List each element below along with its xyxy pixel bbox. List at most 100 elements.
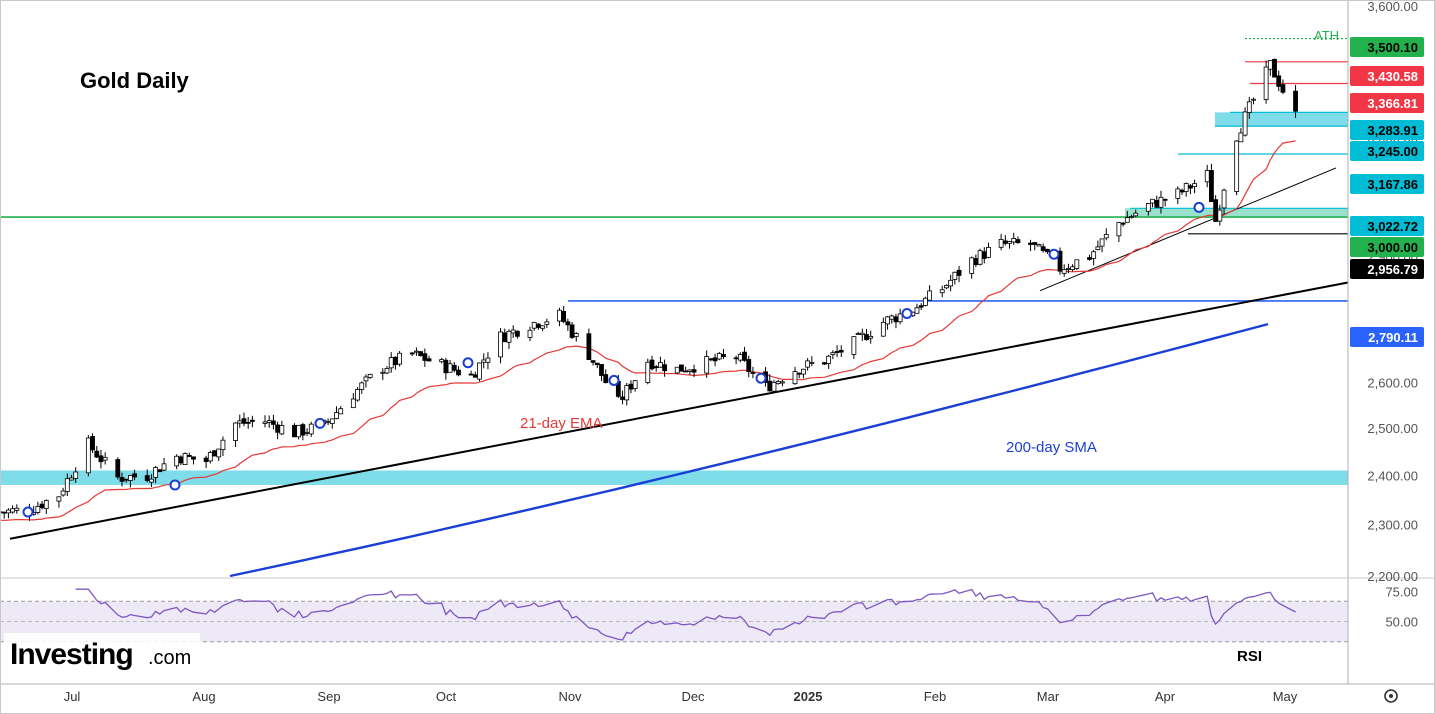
candle-body	[325, 420, 331, 423]
candle-body	[1116, 222, 1122, 237]
candle-body	[998, 239, 1004, 248]
gear-icon	[1384, 689, 1398, 703]
candle-body	[687, 369, 693, 372]
candle-body	[973, 258, 979, 265]
candle-body	[249, 419, 255, 422]
candle-body	[127, 475, 133, 481]
candle-body	[801, 368, 806, 375]
candle-body	[649, 359, 655, 370]
candle-body	[977, 250, 983, 265]
candle-body	[1061, 269, 1067, 274]
candle-body	[73, 471, 79, 479]
y-tick-label: 3,600.00	[1367, 0, 1418, 14]
candle-body	[864, 334, 869, 341]
candle-body	[632, 380, 638, 389]
candle-body	[153, 467, 159, 478]
candle-body	[712, 357, 718, 362]
candle-body	[1133, 212, 1139, 217]
watermark-suffix: .com	[148, 647, 191, 669]
candle-body	[1036, 244, 1042, 247]
candle-body	[775, 381, 781, 384]
candle-body	[737, 353, 743, 361]
candle-body	[426, 358, 432, 362]
y-tick-label: 2,600.00	[1367, 376, 1418, 391]
rsi-line	[75, 588, 1296, 641]
candle-body	[1150, 198, 1155, 204]
candle-body	[510, 329, 516, 334]
candle-body	[212, 450, 217, 457]
candle-body	[834, 351, 840, 353]
candle-body	[149, 478, 154, 483]
candle-body	[679, 364, 684, 372]
candle-body	[94, 450, 100, 458]
candle-body	[628, 383, 634, 390]
candle-body	[952, 271, 958, 280]
candle-body	[468, 373, 474, 376]
candle-body	[1179, 189, 1185, 193]
rsi-tick-label: 75.00	[1385, 584, 1418, 599]
x-tick-label: May	[1273, 689, 1298, 704]
candle-body	[851, 336, 857, 355]
candle-body	[380, 371, 386, 374]
signal-marker	[901, 308, 913, 320]
candle-body	[1057, 250, 1063, 272]
candle-body	[969, 257, 975, 274]
candle-body	[1120, 222, 1126, 225]
candle-body	[418, 351, 424, 357]
candle-body	[885, 316, 890, 325]
investing-watermark: Investing .com	[4, 633, 200, 671]
signal-marker	[608, 374, 620, 386]
candle-body	[266, 420, 272, 423]
candle-body	[1187, 185, 1193, 189]
candle-body	[918, 305, 924, 308]
candle-body	[1246, 101, 1252, 113]
candle-body	[35, 506, 41, 513]
candle-body	[1251, 98, 1256, 101]
candle-body	[771, 382, 777, 392]
candle-body	[594, 362, 600, 366]
candle-body	[956, 269, 962, 276]
candle-body	[792, 371, 798, 385]
candle-body	[90, 436, 95, 451]
candle-body	[1007, 241, 1012, 244]
candle-body	[830, 352, 836, 355]
candle-body	[586, 333, 592, 360]
short-trendline	[1039, 167, 1337, 292]
candle-body	[544, 321, 550, 325]
candle-body	[1095, 246, 1101, 250]
candle-body	[161, 463, 167, 471]
candle-body	[308, 423, 314, 435]
candle-body	[502, 332, 508, 343]
candle-body	[944, 285, 949, 289]
candle-body	[203, 457, 209, 462]
candle-body	[132, 473, 138, 478]
chart-title: Gold Daily	[80, 68, 190, 93]
candle-body	[392, 356, 398, 366]
candle-body	[481, 359, 487, 363]
price-level-label: 3,366.81	[1367, 96, 1418, 111]
candle-body	[69, 477, 74, 481]
candle-body	[645, 361, 651, 384]
price-level-box	[1350, 237, 1424, 257]
price-level-box	[1350, 37, 1424, 57]
candle-body	[1040, 246, 1046, 251]
candle-body	[338, 408, 344, 415]
price-level-box	[1350, 174, 1424, 194]
candle-body	[927, 290, 933, 301]
sma-200-line	[229, 322, 1269, 578]
signal-marker	[22, 506, 34, 518]
candle-body	[1070, 266, 1076, 271]
x-tick-label: Oct	[436, 689, 457, 704]
y-tick-label: 2,200.00	[1367, 569, 1418, 584]
price-level-label: 3,430.58	[1367, 69, 1418, 84]
long-trendline	[9, 281, 1349, 540]
price-level-box	[1350, 216, 1424, 236]
candle-body	[889, 315, 895, 320]
settings-button[interactable]	[1350, 685, 1434, 713]
x-tick-label: Jul	[64, 689, 81, 704]
candle-body	[1234, 140, 1240, 192]
candle-body	[897, 313, 903, 323]
candle-body	[43, 500, 49, 509]
candle-body	[691, 369, 697, 373]
price-level-label: 2,790.11	[1368, 330, 1418, 345]
